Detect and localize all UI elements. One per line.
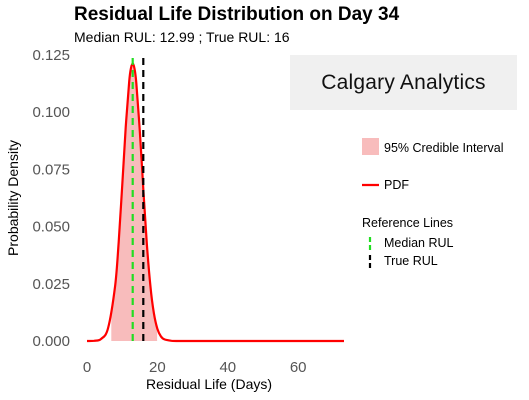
legend: 95% Credible Interval PDF Reference Lines M…: [362, 138, 504, 268]
y-tick-label: 0.125: [32, 47, 70, 64]
chart-subtitle: Median RUL: 12.99 ; True RUL: 16: [74, 29, 290, 45]
y-tick-label: 0.000: [32, 333, 70, 350]
pdf-line: [86, 62, 344, 343]
x-axis-title: Residual Life (Days): [146, 376, 272, 392]
legend-true-label: True RUL: [384, 254, 438, 268]
legend-ci-swatch: [362, 138, 379, 155]
y-tick-label: 0.100: [32, 104, 70, 121]
y-tick-label: 0.025: [32, 276, 70, 293]
credible-interval-area: [111, 63, 158, 341]
x-tick-label: 60: [290, 359, 307, 376]
legend-ci-label: 95% Credible Interval: [384, 141, 504, 155]
legend-median-label: Median RUL: [384, 236, 454, 250]
plot-area: [86, 55, 344, 343]
x-tick-label: 0: [83, 359, 91, 376]
x-tick-label: 40: [219, 359, 236, 376]
brand-label: Calgary Analytics: [321, 71, 486, 94]
y-axis-title: Probability Density: [5, 140, 21, 256]
y-tick-label: 0.050: [32, 219, 70, 236]
legend-pdf-label: PDF: [384, 178, 409, 192]
x-tick-label: 20: [149, 359, 166, 376]
y-tick-label: 0.075: [32, 161, 70, 178]
legend-reference-title: Reference Lines: [362, 216, 453, 230]
axes: 0.000 0.025 0.050 0.075 0.100 0.125 0 20 40 60 Res…: [5, 47, 307, 392]
brand-badge: Calgary Analytics: [290, 55, 517, 110]
chart-title: Residual Life Distribution on Day 34: [74, 4, 400, 25]
